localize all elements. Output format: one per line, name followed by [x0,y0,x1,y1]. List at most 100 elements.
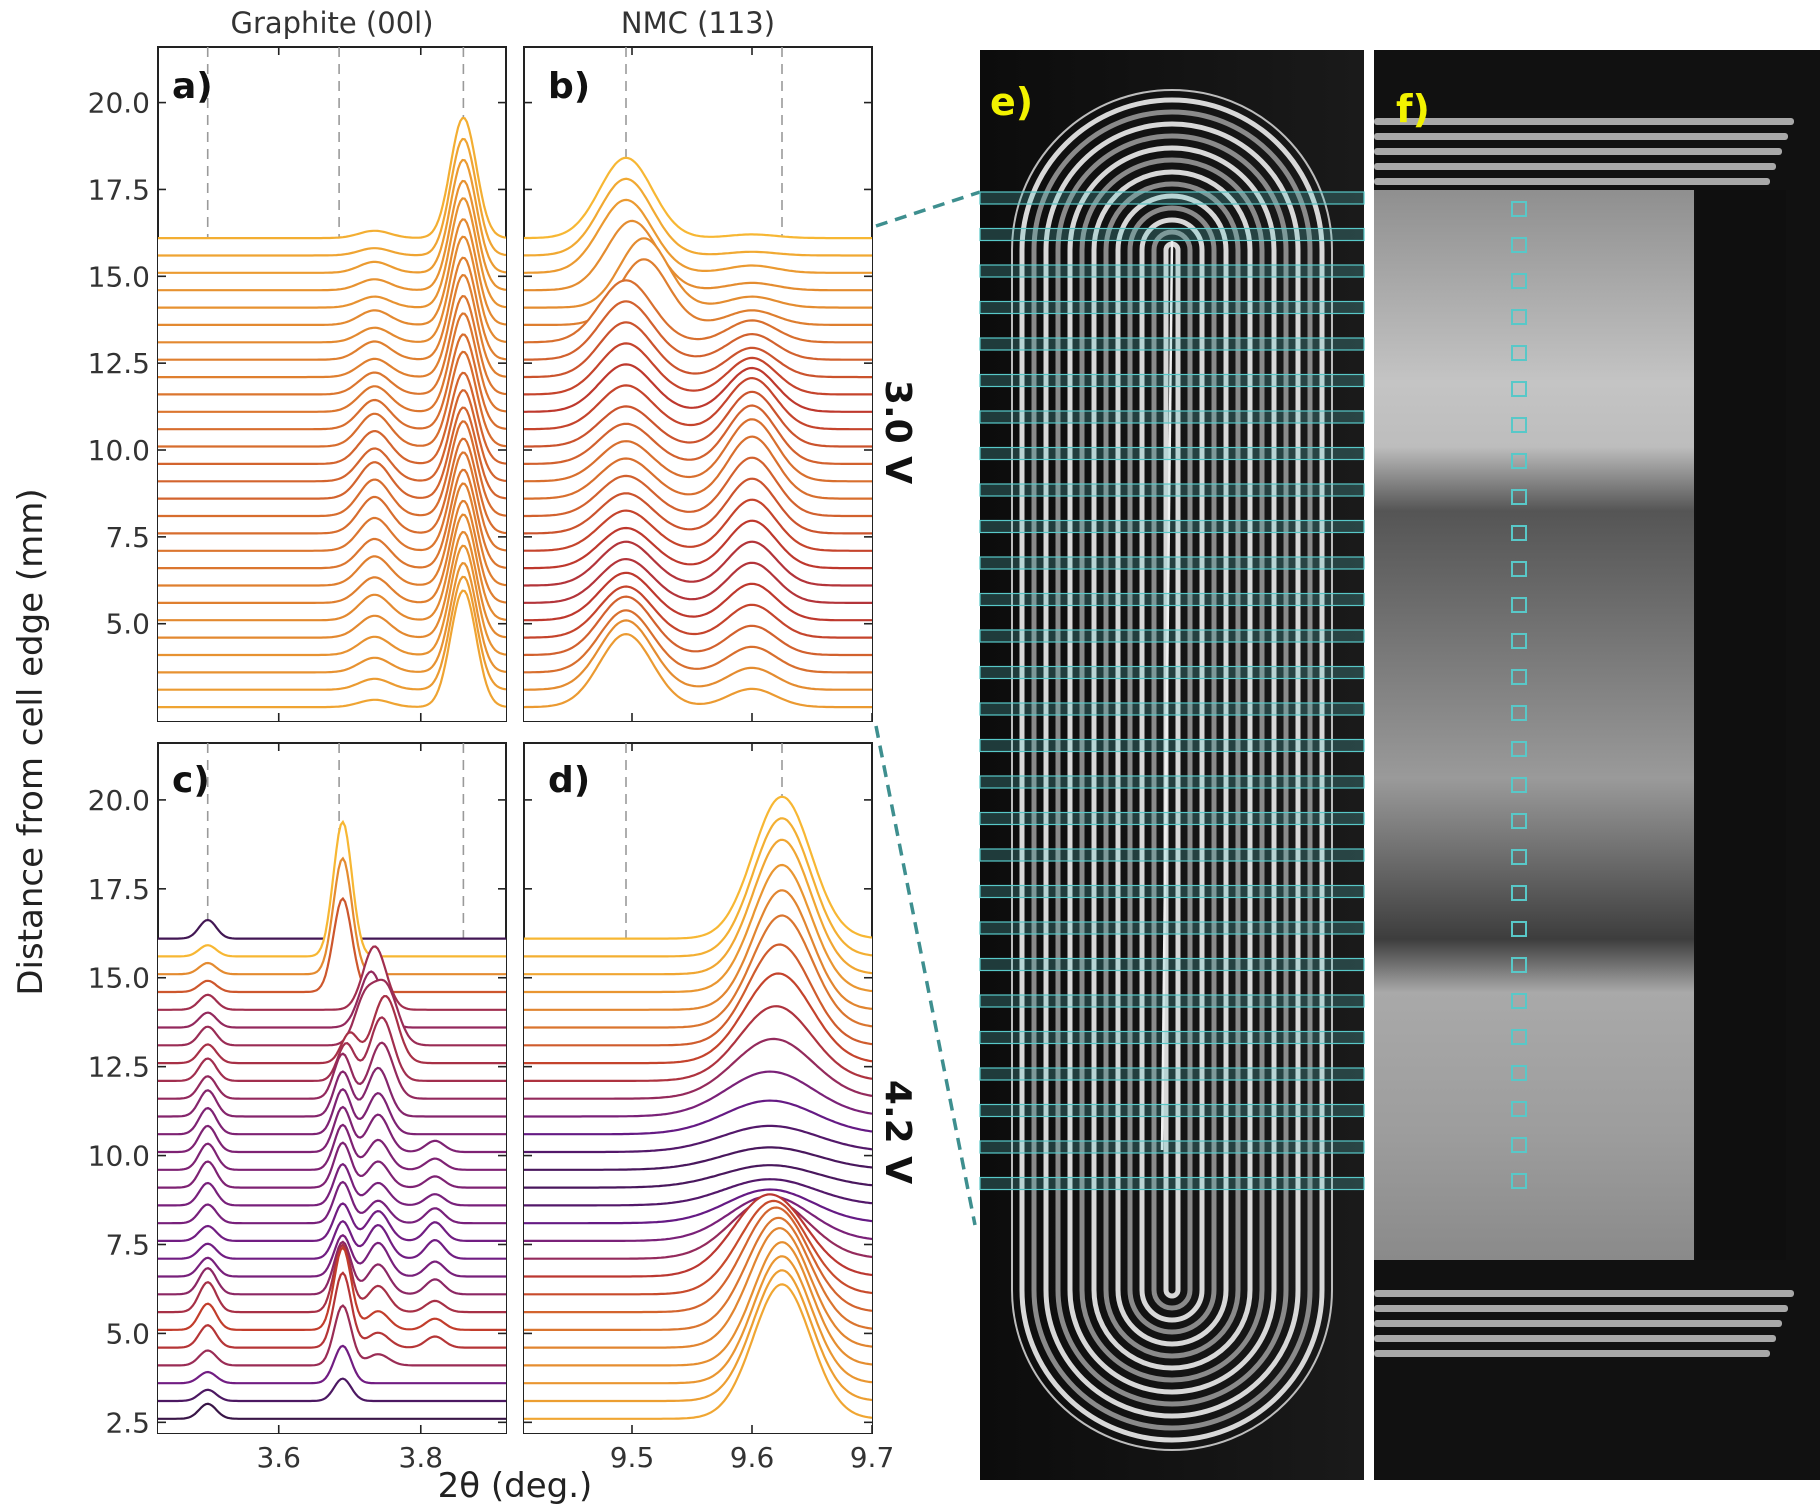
panel-c-trace [158,1162,506,1207]
panel-b-trace-fill [524,634,872,721]
winding-layer [1019,97,1325,1443]
y-tick-label: 12.5 [88,1051,150,1084]
panel-letter-c: c) [172,760,210,801]
panel-a-trace [158,499,506,605]
panel-d-plot [524,743,872,1433]
panel-d-trace-fill [524,1284,872,1433]
panel-b-trace [524,237,872,309]
panel-letter-e: e) [990,80,1033,124]
scan-point-marker [1511,1101,1527,1117]
panel-c-trace [158,970,506,1029]
scan-band [979,994,1365,1008]
panel-b-trace [524,177,872,257]
panel-b-trace [524,619,872,691]
panel-a-trace [158,468,506,570]
panel-b-trace [524,585,872,639]
panel-a-trace [158,179,506,292]
panel-letter-b: b) [548,66,590,107]
scan-band [979,1140,1365,1154]
x-tick-label: 3.6 [256,1441,301,1474]
panel-d-trace [524,1269,872,1403]
panel-c-trace [158,1271,506,1349]
scan-band [979,1067,1365,1081]
x-tick-label: 9.5 [610,1441,655,1474]
center-seam [1160,239,1174,1151]
panel-a-trace [158,312,506,413]
winding-layer [1055,133,1289,1407]
panel-a-trace [158,197,506,309]
scan-point-marker [1511,813,1527,829]
panel-a-trace [158,420,506,518]
panel-b-trace [524,519,872,570]
scan-point-marker [1511,561,1527,577]
panel-c-trace [158,1016,506,1083]
y-tick-label: 20.0 [88,87,150,120]
panel-d-trace [524,1206,872,1314]
y-tick-label: 17.5 [88,873,150,906]
collector-line-bottom [1374,1305,1788,1312]
panel-a-trace [158,350,506,448]
panel-b-trace [524,300,872,361]
scan-point-marker [1511,381,1527,397]
panel-a-trace [158,562,506,674]
scan-band-overlay [979,191,1365,1191]
panel-b-trace [524,363,872,413]
panel-c-trace [158,1141,506,1189]
collector-line-top [1374,118,1794,125]
connector-bottom [874,725,977,1226]
panel-c-trace [158,1123,506,1171]
panel-d-trace [524,1178,872,1207]
panel-c-trace [158,994,506,1065]
panel-b-trace [524,418,872,483]
scan-band [979,1030,1365,1045]
scan-band [979,921,1365,935]
panel-b-trace [524,540,872,587]
winding-layer [1091,169,1253,1371]
collector-line-bottom [1374,1335,1776,1342]
panel-a-trace [158,158,506,274]
panel-d-trace [524,1241,872,1367]
panel-d-trace [524,1199,872,1296]
panel-c-trace [158,1066,506,1118]
scan-point-marker [1511,633,1527,649]
winding-layer [1139,217,1205,1323]
panel-c-trace [158,1202,506,1243]
panel-a-trace [158,295,506,396]
panel-d-trace [524,943,872,1047]
scan-band [979,227,1365,242]
panel-d-trace [524,972,872,1065]
panel-b-plot [524,47,872,721]
panel-b-trace [524,498,872,552]
y-tick-label: 12.5 [88,347,150,380]
panel-d-trace [524,1070,872,1118]
panel-a-trace [158,437,506,535]
scan-band [979,665,1365,680]
winding-layer [1103,181,1241,1359]
panel-b-trace [524,198,872,274]
panel-a-trace [158,451,506,552]
panel-a-trace [158,235,506,344]
scan-point-marker [1511,777,1527,793]
scan-band [979,592,1365,607]
panel-a-trace [158,589,506,709]
x-tick-label: 9.6 [730,1441,775,1474]
panel-a-trace-fill [158,563,506,721]
panel-c-trace [158,1219,506,1260]
panel-c-trace [158,1240,506,1296]
scan-point-marker [1511,489,1527,505]
panel-letter-a: a) [172,66,213,107]
collector-line-top [1374,178,1770,185]
panel-c-trace [158,1243,506,1314]
scan-point-marker [1511,669,1527,685]
scan-band [979,519,1365,534]
panel-a-trace [158,530,506,639]
scan-band [979,775,1365,789]
y-tick-label: 15.0 [88,962,150,995]
scan-band [979,738,1365,753]
x-axis-title: 2θ (deg.) [438,1466,593,1506]
y-tick-label: 10.0 [88,434,150,467]
x-tick-label: 3.8 [399,1441,444,1474]
scan-point-marker [1511,597,1527,613]
scan-point-marker [1511,237,1527,253]
